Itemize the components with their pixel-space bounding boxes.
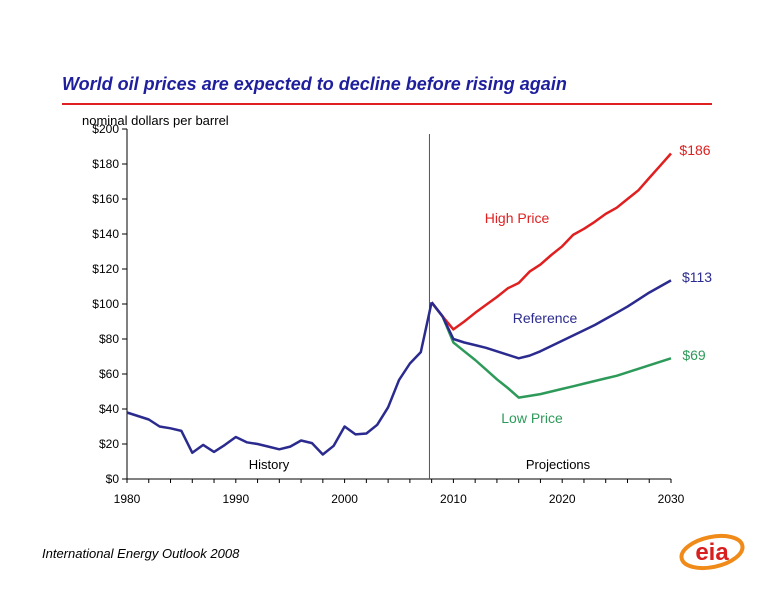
x-tick-label: 2010 [440, 492, 467, 506]
y-tick-label: $20 [99, 437, 119, 451]
y-tick-label: $60 [99, 367, 119, 381]
x-tick-label: 2000 [331, 492, 358, 506]
reference-label: Reference [513, 310, 578, 326]
y-tick-label: $120 [92, 262, 119, 276]
y-tick-label: $80 [99, 332, 119, 346]
projections-label: Projections [526, 457, 591, 472]
high-price-label: High Price [485, 210, 550, 226]
eia-logo: eia [679, 533, 745, 571]
y-tick-label: $200 [92, 122, 119, 136]
reference-line [430, 279, 672, 360]
high-price-end-value: $186 [679, 142, 710, 158]
y-tick-label: $0 [106, 472, 120, 486]
low-price-line [430, 301, 672, 399]
y-tick-label: $140 [92, 227, 119, 241]
footer-source: International Energy Outlook 2008 [42, 546, 240, 561]
slide-title: World oil prices are expected to decline… [62, 74, 567, 94]
x-tick-label: 2020 [549, 492, 576, 506]
y-tick-label: $100 [92, 297, 119, 311]
y-axis-label: nominal dollars per barrel [82, 113, 229, 128]
title-rule [62, 103, 712, 105]
y-tick-label: $180 [92, 157, 119, 171]
history-line [126, 302, 433, 456]
reference-end-value: $113 [682, 269, 712, 285]
y-tick-label: $160 [92, 192, 119, 206]
low-price-label: Low Price [501, 410, 563, 426]
low-price-end-value: $69 [682, 347, 706, 363]
x-tick-label: 1980 [114, 492, 141, 506]
x-tick-label: 2030 [658, 492, 685, 506]
x-tick-label: 1990 [222, 492, 249, 506]
history-label: History [249, 457, 290, 472]
svg-text:eia: eia [695, 539, 729, 566]
high-price-line [430, 152, 672, 331]
y-tick-label: $40 [99, 402, 119, 416]
